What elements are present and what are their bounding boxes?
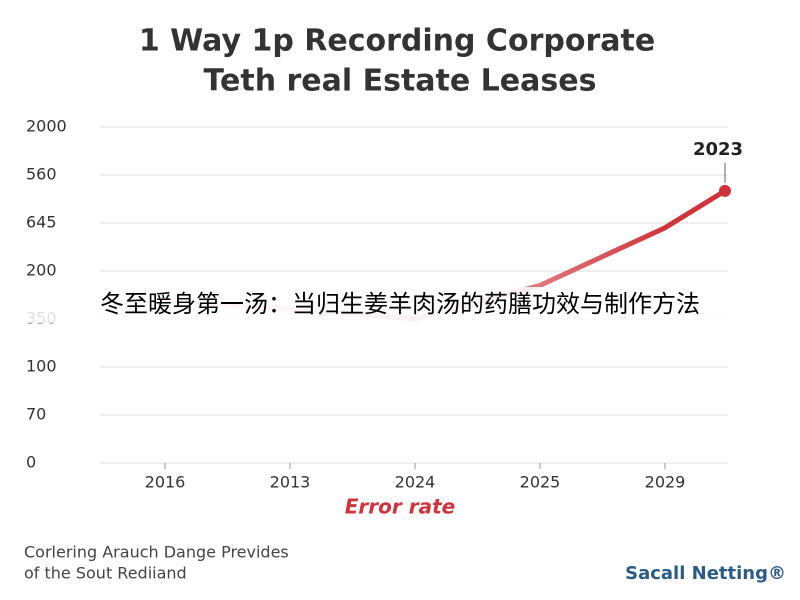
y-tick-label: 70 [26, 405, 46, 424]
overlay-bg [0, 287, 800, 323]
y-tick-label: 100 [26, 357, 57, 376]
end-point [719, 184, 731, 197]
line-end [662, 188, 728, 231]
x-tick-label: 2013 [270, 473, 311, 492]
y-tick-label: 560 [26, 165, 57, 184]
footnote: Corlering Arauch Dange Prevides [24, 543, 289, 562]
x-tick-label: 2025 [520, 473, 561, 492]
y-tick-label: 0 [26, 453, 36, 472]
y-tick-label: 645 [26, 213, 57, 232]
y-tick-label: 200 [26, 261, 57, 280]
annotation: 2023 [693, 139, 743, 160]
x-tick-label: 2024 [395, 473, 436, 492]
chart-title: Teth real Estate Leases [204, 64, 597, 99]
overlay-text: 冬至暖身第一汤：当归生姜羊肉汤的药膳功效与制作方法 [100, 290, 700, 318]
x-tick-label: 2029 [645, 473, 686, 492]
y-tick-label: 2000 [26, 117, 67, 136]
chart-title: 1 Way 1p Recording Corporate [139, 24, 655, 59]
footnote: of the Sout Rediiand [24, 564, 187, 583]
x-tick-label: 2016 [145, 473, 186, 492]
brand: Sacall Netting® [625, 563, 786, 584]
x-axis-label: Error rate [345, 495, 455, 519]
